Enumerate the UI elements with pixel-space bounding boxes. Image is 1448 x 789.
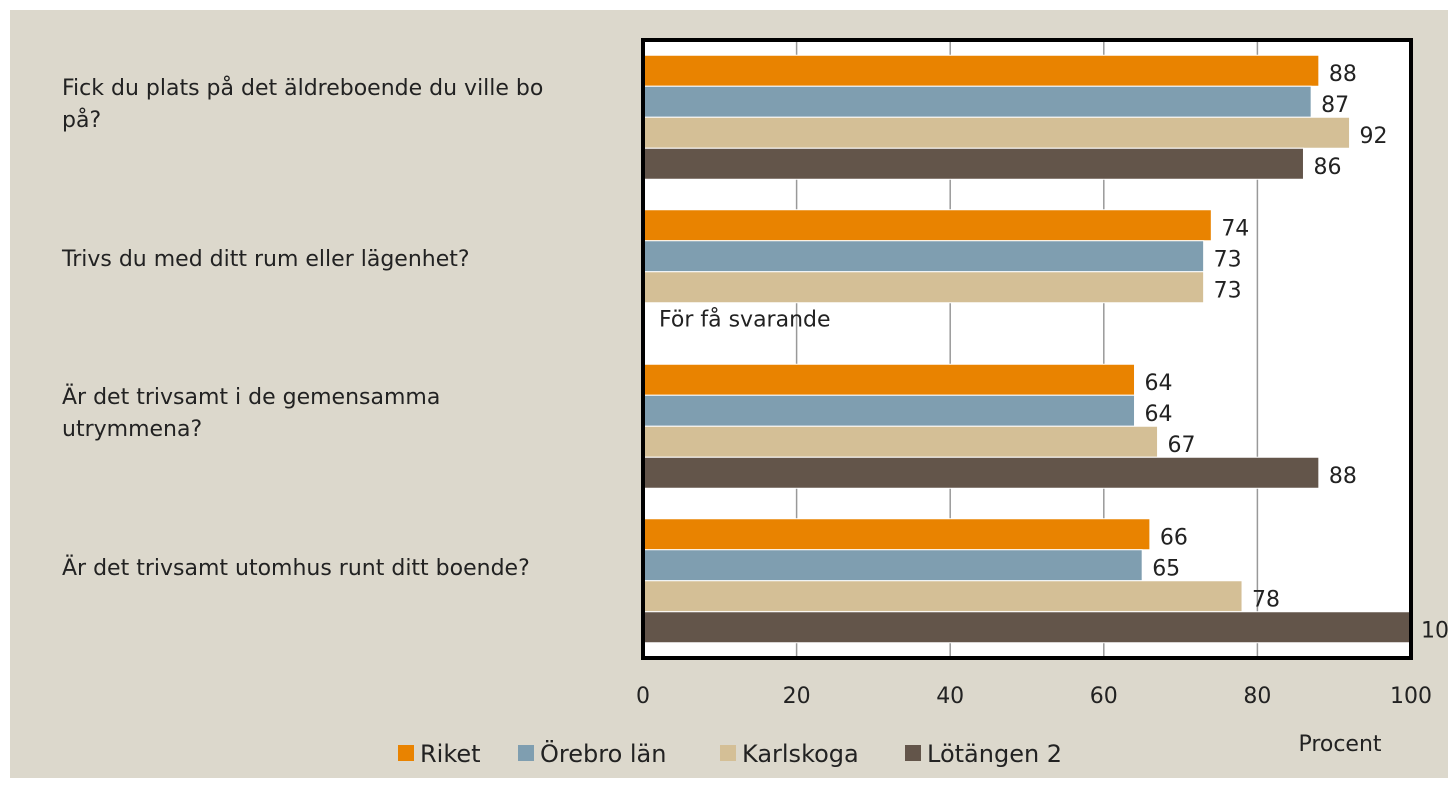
data-label: 64 xyxy=(1145,371,1173,396)
x-tick-label: 0 xyxy=(636,684,650,709)
data-label: 88 xyxy=(1329,464,1357,489)
x-tick-label: 20 xyxy=(783,684,811,709)
data-label: 88 xyxy=(1329,62,1357,87)
bar xyxy=(642,116,1351,149)
bar xyxy=(642,85,1312,118)
category-label: Är det trivsamt utomhus runt ditt boende… xyxy=(62,555,530,581)
data-label: 92 xyxy=(1360,124,1388,149)
x-tick-label: 60 xyxy=(1090,684,1118,709)
legend-swatch xyxy=(398,745,414,761)
category-label: Fick du plats på det äldreboende du vill… xyxy=(62,76,544,134)
bar xyxy=(642,147,1304,180)
legend-label: Karlskoga xyxy=(742,740,859,768)
data-label: 73 xyxy=(1214,247,1242,272)
data-label: 66 xyxy=(1160,525,1188,550)
legend-label: Riket xyxy=(420,740,481,768)
data-label: 87 xyxy=(1321,93,1349,118)
legend-label: Örebro län xyxy=(540,739,666,768)
x-tick-label: 100 xyxy=(1390,684,1432,709)
bar xyxy=(642,240,1205,273)
category-label: Är det trivsamt i de gemensamma utrymmen… xyxy=(62,385,441,443)
bar xyxy=(642,363,1136,396)
bar xyxy=(642,549,1143,582)
legend-swatch xyxy=(518,745,534,761)
x-tick-label: 80 xyxy=(1243,684,1271,709)
data-label: 73 xyxy=(1214,278,1242,303)
bar xyxy=(642,580,1243,613)
data-label: 100 xyxy=(1421,618,1448,643)
annotation: För få svarande xyxy=(659,306,831,332)
bar xyxy=(642,518,1151,551)
bar xyxy=(642,54,1320,87)
x-tick-label: 40 xyxy=(936,684,964,709)
legend-label: Lötängen 2 xyxy=(927,740,1062,768)
data-label: 65 xyxy=(1152,556,1180,581)
bar xyxy=(642,209,1212,242)
plot-border xyxy=(641,38,1413,660)
data-label: 67 xyxy=(1168,433,1196,458)
legend-swatch xyxy=(905,745,921,761)
data-label: 86 xyxy=(1313,155,1341,180)
x-axis-label: Procent xyxy=(1298,732,1381,757)
legend-swatch xyxy=(720,745,736,761)
bar xyxy=(642,456,1320,489)
data-label: 64 xyxy=(1145,402,1173,427)
bar xyxy=(642,425,1159,458)
data-label: 74 xyxy=(1221,216,1249,241)
bar xyxy=(642,271,1205,304)
bar xyxy=(642,611,1412,644)
data-label: 78 xyxy=(1252,587,1280,612)
bar xyxy=(642,394,1136,427)
category-label: Trivs du med ditt rum eller lägenhet? xyxy=(62,246,470,272)
